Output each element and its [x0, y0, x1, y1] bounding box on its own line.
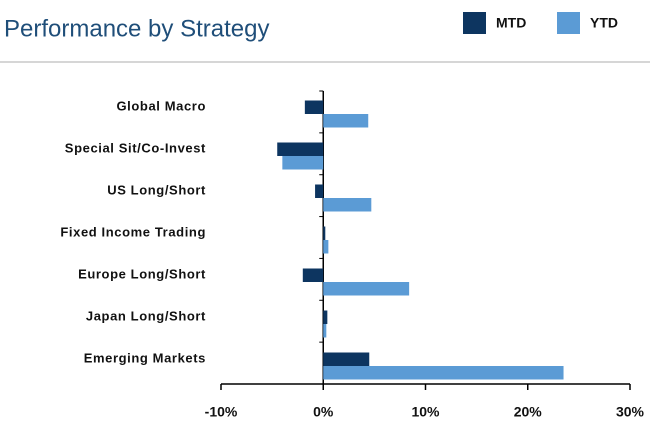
- y-tick-label: Global Macro: [116, 98, 206, 113]
- y-tick-label: US Long/Short: [107, 182, 206, 197]
- bar: [304, 100, 324, 114]
- legend-label: YTD: [590, 15, 618, 31]
- y-tick-label: Fixed Income Trading: [60, 224, 206, 239]
- y-tick-label: Emerging Markets: [84, 350, 206, 365]
- bar: [323, 324, 327, 338]
- bar: [277, 142, 324, 156]
- legend-swatch: [463, 12, 486, 34]
- bar: [323, 114, 369, 128]
- bar: [323, 240, 329, 254]
- x-tick-label: 30%: [616, 404, 645, 420]
- bar: [282, 156, 324, 170]
- bar: [315, 184, 324, 198]
- y-tick-label: Japan Long/Short: [86, 308, 206, 323]
- x-tick-label: -10%: [205, 404, 238, 420]
- x-tick-label: 0%: [313, 404, 334, 420]
- x-tick-label: 20%: [514, 404, 543, 420]
- bar: [323, 310, 328, 324]
- bar: [323, 226, 326, 240]
- bar: [323, 352, 370, 366]
- legend-swatch: [557, 12, 580, 34]
- bar: [302, 268, 324, 282]
- chart-title: Performance by Strategy: [4, 15, 269, 42]
- legend-label: MTD: [496, 15, 526, 31]
- y-tick-label: Europe Long/Short: [78, 266, 206, 281]
- bar: [323, 198, 372, 212]
- x-tick-label: 10%: [411, 404, 440, 420]
- bar: [323, 282, 410, 296]
- y-tick-label: Special Sit/Co-Invest: [65, 140, 206, 155]
- bar: [323, 366, 564, 380]
